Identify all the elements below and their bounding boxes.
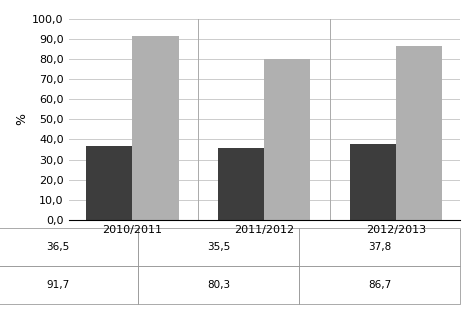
Bar (218, 148, 264, 220)
Bar (86, 147, 133, 220)
Bar (264, 59, 310, 220)
Bar (396, 46, 442, 220)
Bar (133, 36, 179, 220)
Y-axis label: %: % (15, 113, 28, 125)
Bar (350, 144, 396, 220)
